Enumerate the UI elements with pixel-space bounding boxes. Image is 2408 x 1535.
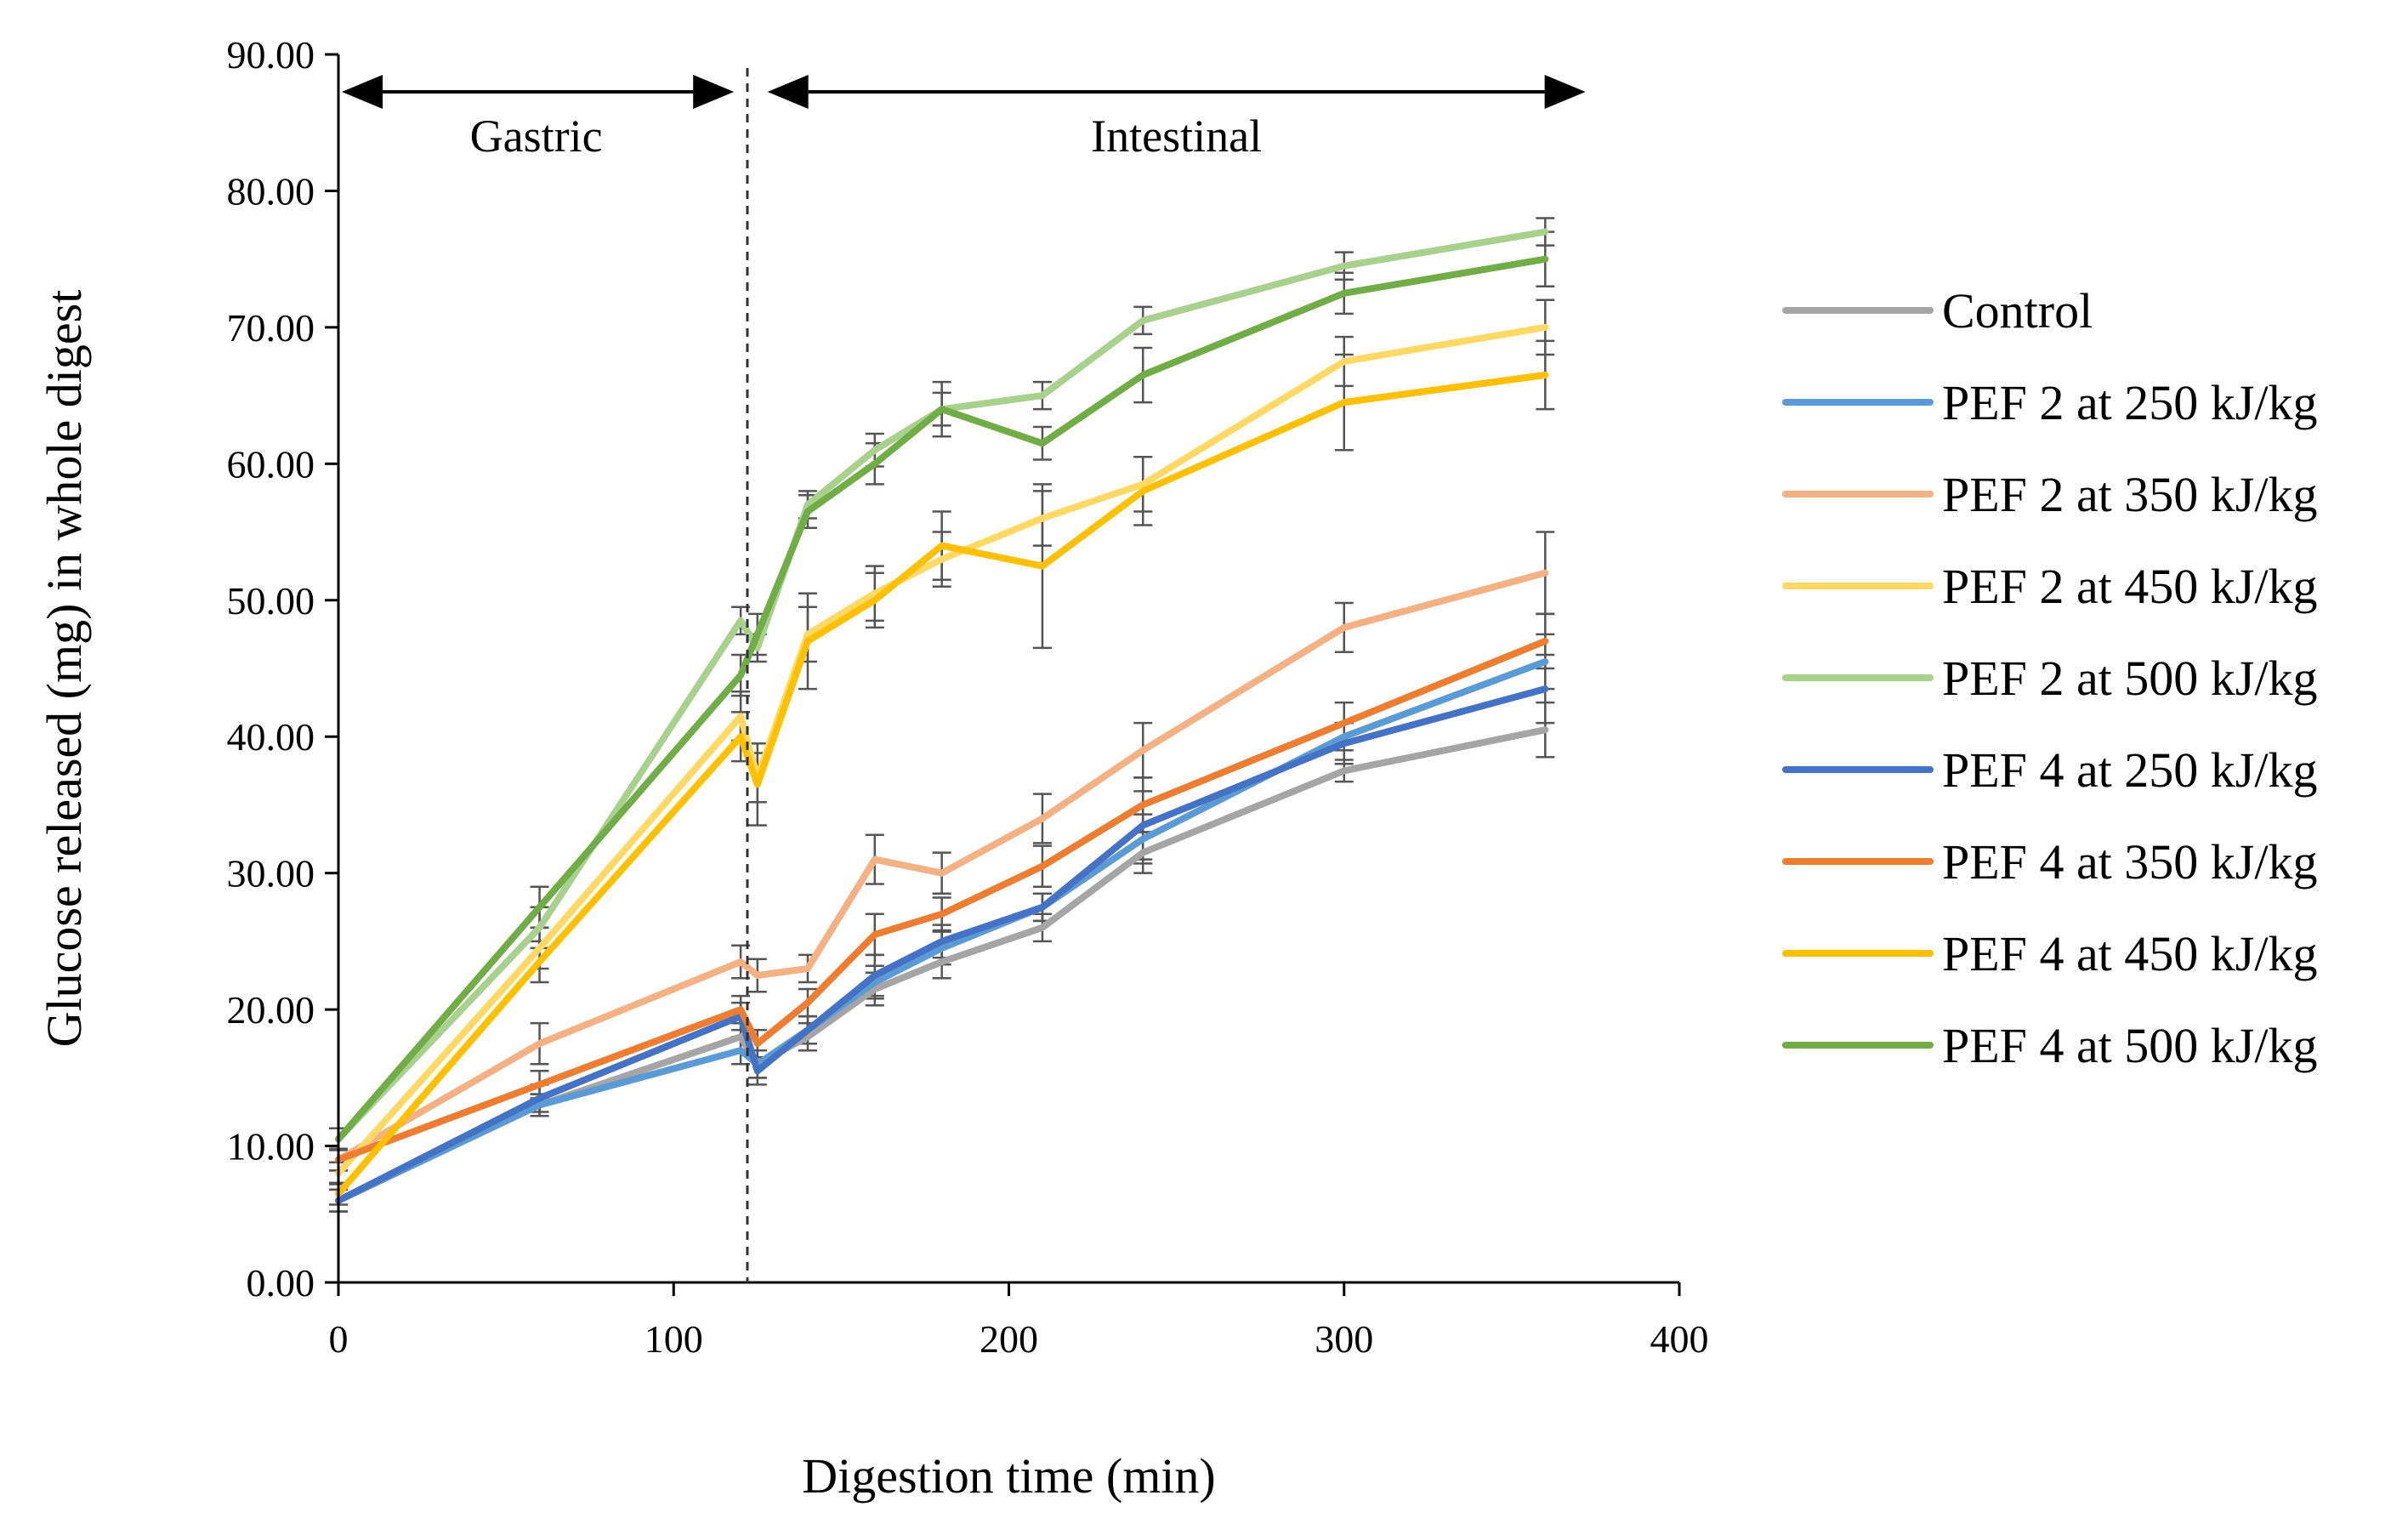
axes: 0.00 10.00 20.00 30.00 40.00 50.00 60.00 70.00 8… — [227, 33, 1709, 1361]
y-tick-label: 0.00 — [247, 1261, 315, 1305]
legend-item: PEF 2 at 350 kJ/kg — [1782, 467, 2318, 522]
gastric-arrow-head-left — [342, 75, 383, 109]
legend-label: PEF 2 at 250 kJ/kg — [1942, 375, 2318, 430]
intestinal-label: Intestinal — [1091, 111, 1262, 162]
x-tick-label: 300 — [1315, 1317, 1373, 1361]
legend-label: PEF 4 at 500 kJ/kg — [1942, 1018, 2318, 1073]
gastric-arrow-head-right — [693, 75, 735, 109]
y-tick-label: 90.00 — [227, 33, 315, 77]
legend-item: PEF 2 at 500 kJ/kg — [1782, 651, 2318, 706]
legend-label: PEF 2 at 450 kJ/kg — [1942, 559, 2318, 614]
legend-item: PEF 4 at 350 kJ/kg — [1782, 834, 2318, 890]
series-line-5 — [335, 228, 1549, 1143]
series-lines — [335, 228, 1549, 1204]
x-tick-label: 400 — [1650, 1317, 1709, 1361]
legend-label: PEF 4 at 450 kJ/kg — [1942, 926, 2318, 981]
y-tick-label: 50.00 — [227, 579, 315, 623]
y-tick-label: 40.00 — [227, 715, 315, 759]
y-tick-label: 70.00 — [227, 306, 315, 350]
series-line-1 — [335, 726, 1549, 1204]
x-tick-label: 200 — [980, 1317, 1038, 1361]
series-line-6 — [335, 685, 1549, 1204]
legend-label: PEF 2 at 350 kJ/kg — [1942, 467, 2318, 522]
series-line-8 — [335, 372, 1549, 1197]
x-axis-title: Digestion time (min) — [802, 1448, 1216, 1504]
legend-label: PEF 2 at 500 kJ/kg — [1942, 651, 2318, 706]
series-line-2 — [335, 658, 1549, 1204]
legend: Control PEF 2 at 250 kJ/kg PEF 2 at 350 kJ… — [1782, 283, 2318, 1073]
y-tick-label: 60.00 — [227, 442, 315, 486]
gastric-arrow — [342, 75, 735, 109]
series-line-4 — [335, 323, 1549, 1177]
y-tick-label: 80.00 — [227, 169, 315, 213]
y-tick-label: 20.00 — [227, 988, 315, 1032]
legend-item: PEF 4 at 500 kJ/kg — [1782, 1018, 2318, 1073]
legend-item: PEF 2 at 450 kJ/kg — [1782, 559, 2318, 614]
phase-annotations: Gastric Intestinal — [342, 68, 1586, 1282]
x-tick-label: 100 — [645, 1317, 703, 1361]
series-line-3 — [335, 569, 1549, 1163]
series-line-9 — [335, 255, 1549, 1143]
legend-item: PEF 4 at 250 kJ/kg — [1782, 742, 2318, 798]
legend-item: PEF 4 at 450 kJ/kg — [1782, 926, 2318, 981]
series-line-7 — [335, 637, 1549, 1163]
intestinal-arrow-head-left — [767, 75, 809, 109]
intestinal-arrow — [767, 75, 1586, 109]
legend-item: Control — [1782, 283, 2093, 338]
y-tick-label: 30.00 — [227, 852, 315, 895]
gastric-label: Gastric — [470, 111, 603, 162]
x-tick-label: 0 — [329, 1317, 349, 1361]
legend-item: PEF 2 at 250 kJ/kg — [1782, 375, 2318, 430]
legend-label: PEF 4 at 350 kJ/kg — [1942, 834, 2318, 890]
y-tick-label: 10.00 — [227, 1125, 315, 1168]
legend-label: Control — [1942, 283, 2093, 338]
intestinal-arrow-head-right — [1544, 75, 1586, 109]
y-axis-title: Glucose released (mg) in whole digest — [37, 290, 92, 1048]
legend-label: PEF 4 at 250 kJ/kg — [1942, 742, 2318, 798]
